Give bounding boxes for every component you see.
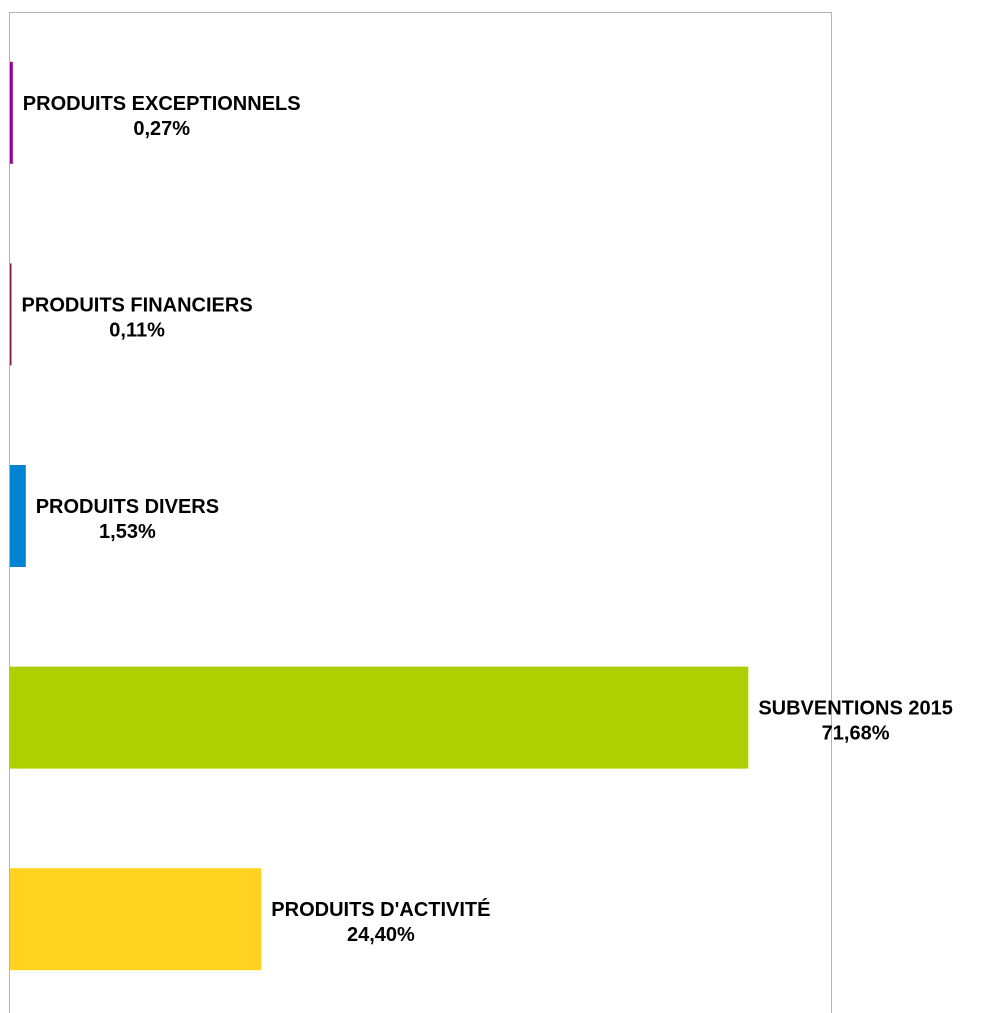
value-label-subventions-2015: 71,68%	[822, 723, 890, 745]
value-label-produits-divers: 1,53%	[99, 521, 156, 543]
data-labels-group: PRODUITS EXCEPTIONNELS 0,27% PRODUITS FINA…	[22, 93, 953, 946]
bar-produits-financiers	[10, 263, 12, 366]
value-label-produits-exceptionnels: 0,27%	[133, 118, 190, 140]
bar-produits-exceptionnels	[10, 61, 13, 164]
bar-subventions-2015	[10, 666, 749, 769]
value-label-produits-d-activite: 24,40%	[347, 924, 415, 946]
plot-area-frame	[9, 12, 832, 1013]
category-label-produits-divers: PRODUITS DIVERS	[36, 496, 219, 518]
bar-produits-divers	[10, 465, 26, 567]
bar-produits-d-activite	[10, 868, 262, 971]
category-label-produits-exceptionnels: PRODUITS EXCEPTIONNELS	[23, 93, 301, 115]
category-label-produits-financiers: PRODUITS FINANCIERS	[22, 294, 253, 316]
category-label-produits-d-activite: PRODUITS D'ACTIVITÉ	[271, 898, 490, 921]
bars-group	[10, 61, 749, 971]
category-label-subventions-2015: SUBVENTIONS 2015	[758, 698, 953, 720]
value-label-produits-financiers: 0,11%	[109, 319, 165, 341]
